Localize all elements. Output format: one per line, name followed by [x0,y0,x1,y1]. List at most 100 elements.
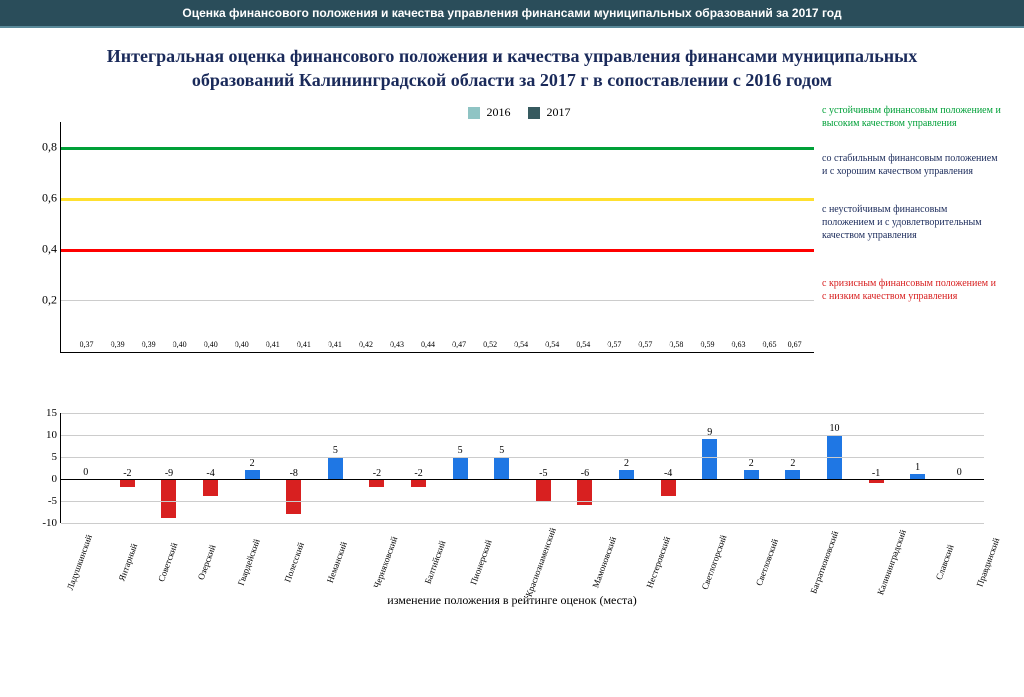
bar-value-2016: 0,66 [720,341,734,350]
bottom-bar [744,470,759,479]
bottom-bar-value: -2 [373,468,381,479]
bar-value-2017: 0,39 [142,340,156,349]
bar-value-2016: 0,53 [595,341,609,350]
bottom-bar [411,479,426,488]
bar-value-2016: 0,45 [347,341,361,350]
bar-value-2016: 0,39 [99,341,113,350]
y-tick-label: 0,4 [21,242,57,257]
bottom-bar [161,479,176,519]
bottom-y-tick: 5 [27,451,57,463]
bottom-bars-row: 0-2-9-42-85-2-255-5-62-492210-110 [65,413,980,523]
bar-value-2017: 0,67 [788,340,802,349]
bottom-bar-value: 5 [458,445,463,456]
bottom-bar-value: -2 [123,468,131,479]
y-tick-label: 0,6 [21,191,57,206]
bottom-bar-group: -4 [647,413,689,523]
bottom-bar-value: -9 [165,468,173,479]
bottom-category-label: Правдинский [975,536,1002,588]
bottom-bar-group: -8 [273,413,315,523]
grid-line [61,300,814,301]
bottom-category-label: Нестеровский [644,535,672,589]
bottom-bar-group: 2 [231,413,273,523]
bottom-category-label: Мамоновский [590,535,618,589]
reference-line [61,147,814,150]
bar-value-2016: 0,41 [409,341,423,350]
bottom-bar [203,479,218,497]
legend-swatch-2016 [468,107,480,119]
bar-value-2017: 0,54 [576,340,590,349]
bar-value-2017: 0,54 [545,340,559,349]
bottom-category-label: Гвардейский [236,537,262,586]
bar-value-2017: 0,57 [607,340,621,349]
bar-value-2017: 0,47 [452,340,466,349]
bottom-bar-group: 5 [439,413,481,523]
threshold-annotation: с неустойчивым финансовым положением и с… [822,203,1002,242]
bottom-y-tick: -10 [27,517,57,529]
bar-value-2016: 0,40 [192,341,206,350]
bar-value-2017: 0,54 [514,340,528,349]
page-title: Интегральная оценка финансового положени… [0,28,1024,101]
bottom-bar-group: 2 [606,413,648,523]
bottom-chart-title: изменение положения в рейтинге оценок (м… [20,593,1004,608]
legend-label-2016: 2016 [487,105,511,119]
bar-value-2017: 0,57 [638,340,652,349]
bar-value-2017: 0,52 [483,340,497,349]
bottom-bar-value: 5 [333,445,338,456]
bar-value-2016: 0,60 [533,341,547,350]
bottom-bar-value: -6 [581,468,589,479]
bottom-category-label: Черняховский [371,535,399,589]
reference-line [61,249,814,252]
bar-value-2017: 0,65 [763,340,777,349]
bottom-bar [785,470,800,479]
bar-value-2017: 0,44 [421,340,435,349]
bottom-bar [494,457,509,479]
bottom-y-tick: 0 [27,473,57,485]
legend-label-2017: 2017 [547,105,571,119]
top-chart-area: 2016 2017 0,20,40,60,8 0,310,370,390,390… [20,101,1004,353]
y-tick-label: 0,8 [21,140,57,155]
bottom-bar-value: 9 [707,427,712,438]
bottom-bar-value: 0 [957,467,962,478]
bottom-bar-group: 2 [731,413,773,523]
bar-value-2016: 0,48 [502,341,516,350]
bar-value-2016: 0,66 [751,341,765,350]
bottom-bar-group: 5 [481,413,523,523]
bottom-bar [328,457,343,479]
bottom-y-tick: 10 [27,429,57,441]
bottom-bar-group: -5 [523,413,565,523]
bottom-bar-value: 2 [250,458,255,469]
header-band: Оценка финансового положения и качества … [0,0,1024,26]
bar-value-2017: 0,40 [235,340,249,349]
bar-value-2016: 0,44 [316,341,330,350]
bottom-bar-group: 5 [315,413,357,523]
bottom-bar-value: -2 [414,468,422,479]
bottom-bar-chart: 0-2-9-42-85-2-255-5-62-492210-110 Ладушк… [60,413,984,523]
bottom-bar-value: -1 [872,468,880,479]
bottom-bar [245,470,260,479]
threshold-annotation: со стабильным финансовым положением и с … [822,152,1002,178]
bar-value-2017: 0,41 [328,340,342,349]
bottom-bar [702,439,717,479]
bottom-category-label: Калининградский [875,528,908,596]
y-axis-ticks: 0,20,40,60,8 [21,122,57,352]
bar-value-2017: 0,59 [700,340,714,349]
bottom-category-label: Ладушкинский [65,533,94,591]
bottom-category-label: Неманский [325,540,349,584]
bottom-bar-group: 0 [65,413,107,523]
bottom-bar [286,479,301,514]
bottom-chart-area: 0-2-9-42-85-2-255-5-62-492210-110 Ладушк… [20,413,1004,608]
bar-value-2016: 0,46 [130,341,144,350]
bar-value-2016: 0,44 [657,341,671,350]
bottom-bar-value: 5 [499,445,504,456]
bottom-bar-value: 2 [749,458,754,469]
bar-value-2016: 0,41 [564,341,578,350]
bottom-bar [661,479,676,497]
bottom-bar [536,479,551,501]
bottom-category-label: Багратионовский [808,529,840,594]
bottom-bar-value: 0 [83,467,88,478]
bottom-bar-value: -4 [206,468,214,479]
bar-value-2017: 0,37 [80,340,94,349]
bar-value-2017: 0,43 [390,340,404,349]
reference-line [61,198,814,201]
bottom-bar-group: 10 [814,413,856,523]
